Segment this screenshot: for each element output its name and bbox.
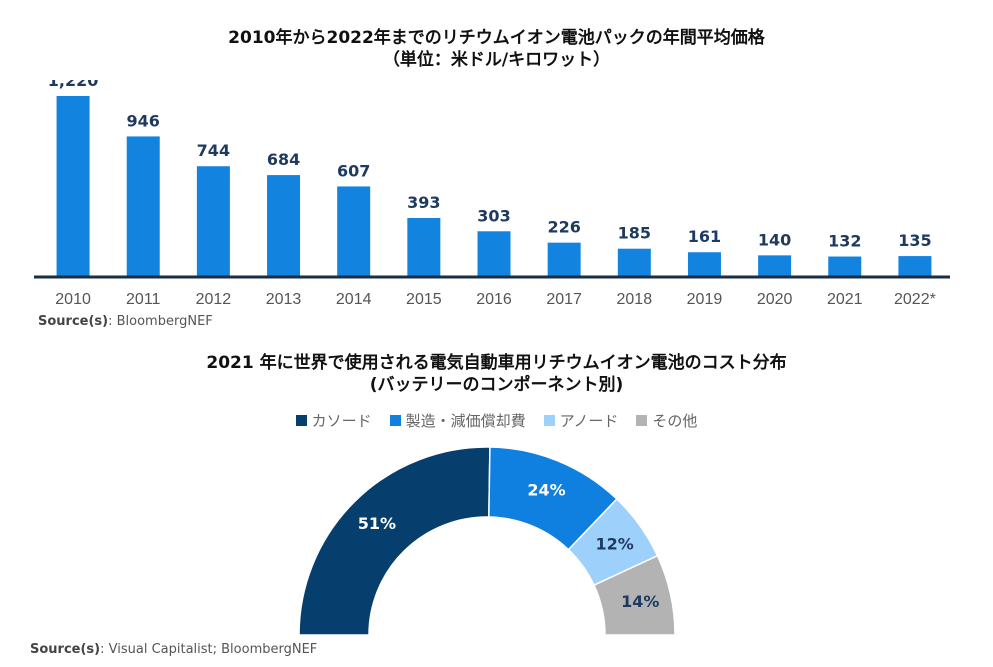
x-tick-label: 2021 <box>827 291 863 308</box>
x-tick-label: 2017 <box>546 291 582 308</box>
x-tick-label: 2022* <box>894 291 936 308</box>
bar-value-label: 684 <box>267 150 300 169</box>
bar-chart-title-line1: 2010年から2022年までのリチウムイオン電池パックの年間平均価格 <box>228 28 765 48</box>
legend-swatch <box>543 415 555 426</box>
bar-value-label: 744 <box>197 141 230 160</box>
legend-swatch <box>636 415 648 426</box>
donut-chart-title: 2021 年に世界で使用される電気自動車用リチウムイオン電池のコスト分布 (バッ… <box>0 352 993 396</box>
x-tick-label: 2011 <box>126 291 161 308</box>
source-text: : BloombergNEF <box>108 314 213 329</box>
bar-value-label: 393 <box>407 193 440 212</box>
bar-2019 <box>687 252 721 276</box>
bar-value-label: 185 <box>618 224 651 243</box>
donut-chart-source: Source(s): Visual Capitalist; BloombergN… <box>30 642 317 657</box>
x-tick-label: 2012 <box>196 291 232 308</box>
bar-value-label: 607 <box>337 161 370 180</box>
bar-2018 <box>617 248 651 276</box>
bar-2016 <box>477 231 511 276</box>
legend-swatch <box>295 415 307 426</box>
legend-item: アノード <box>543 410 619 431</box>
bar-2010 <box>56 96 90 276</box>
source-label: Source(s) <box>38 314 109 329</box>
bar-chart-source: Source(s): BloombergNEF <box>38 314 213 329</box>
legend-label: カソード <box>311 412 372 430</box>
donut-slice-label: 14% <box>621 592 659 611</box>
bar-value-label: 161 <box>688 227 721 246</box>
bar-value-label: 946 <box>127 111 160 130</box>
x-tick-label: 2014 <box>336 291 372 308</box>
source-text: : Visual Capitalist; BloombergNEF <box>100 642 318 657</box>
legend-label: 製造・減価償却費 <box>405 412 526 430</box>
bar-value-label: 135 <box>898 231 931 250</box>
bar-2020 <box>758 255 792 276</box>
bar-2013 <box>267 175 301 276</box>
bar-value-label: 140 <box>758 230 791 249</box>
bar-chart: 1,220 2010 946 2011 744 2012 684 2013 607 2014 393… <box>34 80 950 308</box>
x-tick-label: 2018 <box>617 291 653 308</box>
legend-item: その他 <box>636 410 697 431</box>
x-tick-label: 2020 <box>757 291 793 308</box>
source-label: Source(s) <box>30 642 101 657</box>
donut-slice <box>592 554 676 636</box>
donut-slice-label: 24% <box>527 481 565 500</box>
x-tick-label: 2010 <box>55 291 91 308</box>
bar-value-label: 303 <box>477 206 510 225</box>
donut-slice-label: 51% <box>358 514 396 533</box>
legend-label: その他 <box>652 412 698 430</box>
donut-chart-title-line1: 2021 年に世界で使用される電気自動車用リチウムイオン電池のコスト分布 <box>206 353 787 373</box>
donut-chart: 51% 24% 12% 14% <box>298 446 676 636</box>
bar-2011 <box>126 136 160 276</box>
legend-item: 製造・減価償却費 <box>389 410 526 431</box>
bar-2017 <box>547 242 581 276</box>
donut-slice <box>298 446 491 636</box>
bar-2012 <box>196 166 230 276</box>
bar-chart-title-line2: （単位：米ドル/キロワット） <box>382 50 611 70</box>
bar-chart-title: 2010年から2022年までのリチウムイオン電池パックの年間平均価格 （単位：米… <box>0 27 993 71</box>
bar-2014 <box>337 186 371 276</box>
x-tick-label: 2015 <box>406 291 442 308</box>
legend-item: カソード <box>295 410 372 431</box>
donut-chart-title-line2: (バッテリーのコンポーネント別) <box>369 375 624 395</box>
bar-value-label: 1,220 <box>48 80 99 90</box>
bar-2021 <box>828 256 862 276</box>
legend-label: アノード <box>559 412 619 430</box>
donut-legend: カソード 製造・減価償却費 アノード その他 <box>0 410 993 431</box>
bar-value-label: 132 <box>828 232 861 251</box>
donut-slice-label: 12% <box>595 535 633 554</box>
x-tick-label: 2019 <box>687 291 723 308</box>
legend-swatch <box>389 415 401 426</box>
bar-2022* <box>898 256 932 276</box>
bar-2015 <box>407 218 441 276</box>
x-tick-label: 2013 <box>266 291 302 308</box>
x-tick-label: 2016 <box>476 291 512 308</box>
bar-value-label: 226 <box>547 218 580 237</box>
